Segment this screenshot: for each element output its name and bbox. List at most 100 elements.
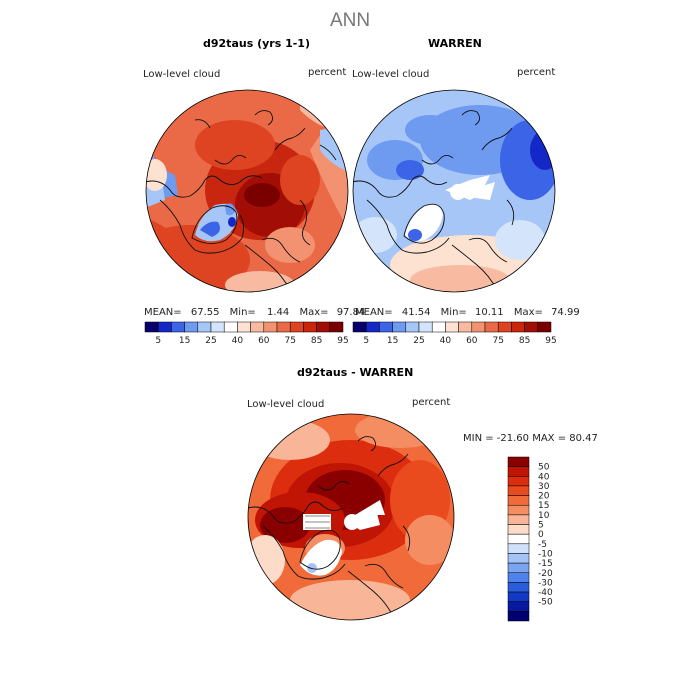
colorbar-tick-label: 75	[492, 336, 503, 346]
colorbar-tick-label: 5	[538, 521, 544, 531]
colorbar-tick-label: 40	[538, 472, 550, 482]
mean-label: MEAN=	[144, 307, 182, 318]
variable-label-left: Low-level cloud	[143, 69, 221, 80]
colorbar-swatch	[431, 321, 446, 333]
colorbar-tick-label: 95	[337, 336, 348, 346]
colorbar-tick-label: -40	[538, 588, 553, 598]
colorbar-tick-label: -15	[538, 559, 553, 569]
colorbar-swatch	[507, 533, 530, 545]
colorbar-tick-label: -5	[538, 540, 547, 550]
colorbar-swatch	[507, 485, 530, 496]
colorbar-swatch	[507, 591, 530, 602]
colorbar-tick-label: 50	[538, 463, 550, 473]
colorbar-swatch	[507, 582, 530, 593]
colorbar-tick-label: 30	[538, 482, 550, 492]
stats-left: MEAN= 67.55 Min= 1.44 Max= 97.84	[144, 307, 365, 318]
colorbar-swatch	[507, 543, 530, 554]
stats-right: MEAN= 41.54 Min= 10.11 Max= 74.99	[355, 307, 580, 318]
colorbar-swatch	[484, 321, 499, 333]
colorbar-swatch	[458, 321, 473, 333]
colorbar-tick-label: 60	[258, 336, 270, 346]
colorbar-swatch	[507, 495, 530, 506]
colorbar-tick-label: 40	[232, 336, 244, 346]
variable-label-bottom: Low-level cloud	[247, 399, 325, 410]
colorbar-swatch	[223, 321, 238, 333]
colorbar-swatch	[197, 321, 212, 333]
colorbar-swatch	[405, 321, 420, 333]
colorbar-swatch	[507, 611, 530, 622]
colorbar-swatch	[471, 321, 486, 333]
colorbar-swatch	[511, 321, 525, 333]
colorbar-tick-label: 20	[538, 492, 550, 502]
colorbar-swatch	[507, 562, 530, 574]
colorbar-swatch	[237, 321, 251, 333]
colorbar-swatch	[497, 321, 512, 333]
colorbar-swatch	[210, 321, 225, 333]
colorbar-swatch	[276, 321, 291, 333]
colorbar-swatch	[329, 321, 344, 333]
colorbar-swatch	[379, 321, 393, 333]
colorbar-swatch	[507, 524, 530, 535]
colorbar-tick-label: 5	[363, 336, 369, 346]
colorbar-swatch	[316, 321, 331, 333]
units-label-left: percent	[308, 67, 347, 78]
mean-value: 67.55	[190, 307, 220, 318]
colorbar-swatch	[289, 321, 304, 333]
colorbar-swatch	[250, 321, 265, 333]
max-value: 74.99	[551, 307, 580, 318]
colorbar-swatch	[418, 321, 433, 333]
colorbar-swatch	[507, 476, 530, 487]
min-label: Min=	[440, 307, 467, 318]
colorbar-tick-label: 15	[538, 501, 549, 511]
min-label: Min=	[229, 307, 256, 318]
map-difference	[247, 413, 455, 621]
min-value: 10.11	[474, 307, 504, 318]
colorbar-tick-label: -10	[538, 549, 553, 559]
max-value: 97.84	[336, 307, 366, 318]
colorbar-swatch	[507, 504, 530, 516]
panel-title-bottom: d92taus - WARREN	[297, 366, 414, 379]
colorbar-tick-label: 95	[545, 336, 556, 346]
colorbar-swatch	[303, 321, 317, 333]
colorbar-swatch	[157, 321, 172, 333]
map-obs	[352, 89, 556, 293]
colorbar-tick-label: 10	[538, 511, 550, 521]
colorbar-tick-label: 60	[466, 336, 478, 346]
units-label-bottom: percent	[412, 397, 451, 408]
panel-title-right: WARREN	[428, 37, 482, 50]
colorbar-tick-label: 25	[413, 336, 424, 346]
colorbar-swatch	[445, 321, 459, 333]
units-label-right: percent	[517, 67, 556, 78]
range-text-bottom: MIN = -21.60 MAX = 80.47	[463, 433, 598, 444]
colorbar-swatch	[507, 456, 530, 467]
colorbar-tick-label: 15	[387, 336, 398, 346]
mean-label: MEAN=	[355, 307, 393, 318]
colorbar-tick-label: 25	[205, 336, 216, 346]
colorbar-swatch	[524, 321, 539, 333]
colorbar-tick-label: 15	[179, 336, 190, 346]
mean-value: 41.54	[401, 307, 431, 318]
variable-label-right: Low-level cloud	[352, 69, 430, 80]
colorbar-swatch	[507, 601, 530, 612]
min-value: 1.44	[266, 307, 290, 318]
colorbar-swatch	[507, 466, 530, 477]
colorbar-swatch	[144, 321, 159, 333]
colorbar-swatch	[365, 321, 380, 333]
map-model	[145, 89, 349, 293]
colorbar-tick-label: 85	[519, 336, 530, 346]
colorbar-swatch	[392, 321, 407, 333]
colorbar-left: 5 15 25 40 60 75 85 95	[144, 321, 349, 346]
colorbar-tick-label: 75	[284, 336, 295, 346]
colorbar-tick-label: -20	[538, 569, 553, 579]
panel-title-left: d92taus (yrs 1-1)	[203, 37, 310, 50]
colorbar-tick-label: -50	[538, 598, 553, 608]
colorbar-tick-label: 0	[538, 530, 544, 540]
colorbar-swatch	[352, 321, 367, 333]
colorbar-tick-label: 85	[311, 336, 322, 346]
main-title: ANN	[329, 10, 371, 31]
colorbar-tick-label: 40	[440, 336, 452, 346]
colorbar-swatch	[507, 553, 530, 564]
colorbar-right: 5 15 25 40 60 75 85 95	[352, 321, 557, 346]
